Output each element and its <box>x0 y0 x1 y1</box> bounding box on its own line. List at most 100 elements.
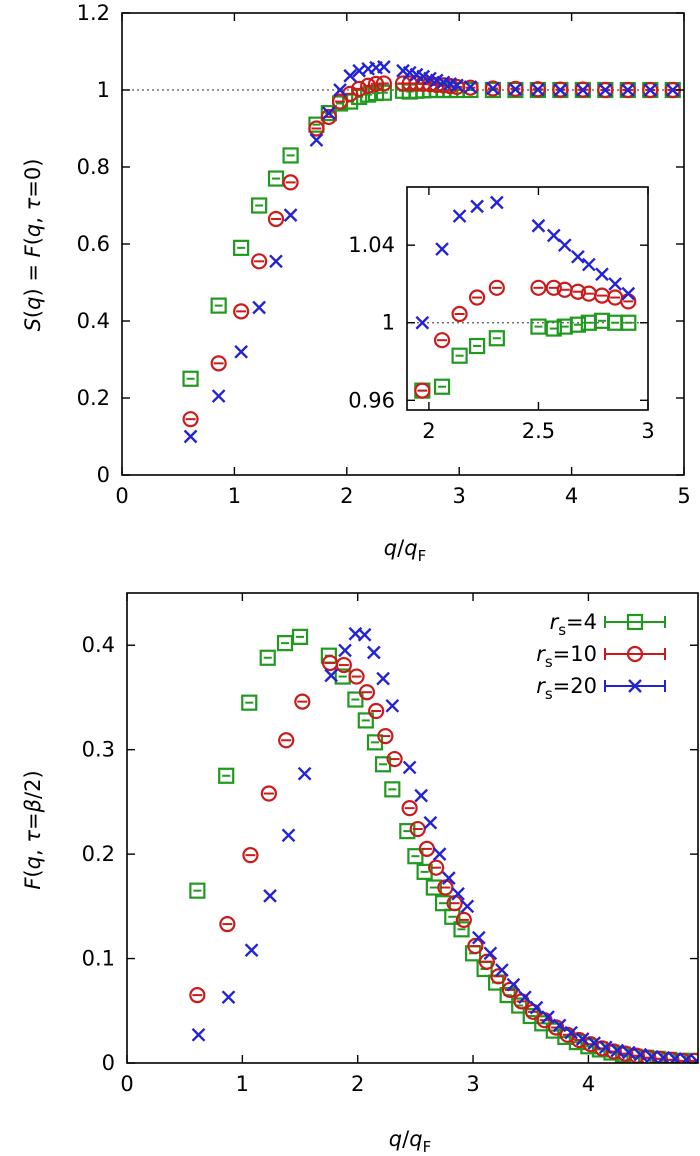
bottom-series-1-point <box>260 785 277 802</box>
bottom-series-2-point <box>460 899 475 914</box>
legend-label: rs=4 <box>550 610 597 639</box>
top-series-2-point <box>343 68 358 83</box>
inset-series-2-point <box>621 286 636 301</box>
top-series-1-point <box>267 210 285 228</box>
top-series-0-point <box>251 197 268 214</box>
bottom-series-2-point <box>541 1010 555 1024</box>
inset-series-2-point <box>531 218 546 233</box>
bottom-series-2-point <box>645 1049 659 1063</box>
top-series-2-point <box>508 82 523 97</box>
bottom-series-0-point <box>218 767 235 784</box>
inset-series-1-point <box>414 382 431 399</box>
bottom-series-2-point <box>263 889 277 903</box>
bottom-series-1-point <box>368 702 385 720</box>
bottom-series-1-point <box>294 693 311 710</box>
bottom-series-1-point <box>490 968 507 985</box>
inset-frame <box>406 186 649 411</box>
legend-label: rs=20 <box>536 674 597 703</box>
inset-series-0-point <box>433 378 451 395</box>
inset-series-0-point <box>488 330 505 347</box>
bottom-series-0-point <box>259 649 276 666</box>
legend-marker <box>628 679 642 693</box>
top-ytick-label: 0.4 <box>77 309 110 333</box>
bottom-series-2-point <box>357 627 372 642</box>
bottom-series-2-point <box>552 1018 567 1033</box>
bottom-series-2-point <box>441 871 456 885</box>
top-series-2-point <box>333 83 347 97</box>
inset-series-2-point <box>489 195 504 210</box>
bottom-series-1-point <box>348 668 365 685</box>
bottom-series-2-point <box>610 1043 625 1058</box>
legend-marker <box>626 645 644 663</box>
top-series-2-point <box>234 344 248 359</box>
inset-xtick-label: 2.5 <box>522 419 555 443</box>
bottom-series-2-point <box>471 930 486 945</box>
bottom-frame <box>126 592 699 1064</box>
top-series-1-point <box>308 120 325 137</box>
inset-series-1-point <box>469 289 486 306</box>
top-series-0-point <box>233 239 250 256</box>
legend-marker <box>626 613 644 631</box>
top-series-2-point <box>252 300 266 315</box>
inset-series-2-point <box>571 249 585 264</box>
bottom-ylabel: F(q, τ=β/2) <box>21 770 45 889</box>
bottom-series-2-point <box>402 760 417 775</box>
bottom-ytick-label: 0.2 <box>82 842 115 866</box>
bottom-series-0-point <box>384 781 401 798</box>
inset-series-2-point <box>415 315 430 330</box>
top-xtick-label: 0 <box>115 484 128 508</box>
bottom-series-1-point <box>242 847 259 864</box>
inset-ytick-label: 1.04 <box>348 233 395 257</box>
bottom-series-2-point <box>483 946 498 961</box>
bottom-series-2-point <box>598 1040 613 1055</box>
bottom-series-0-point <box>189 882 206 899</box>
bottom-series-0-point <box>291 628 309 645</box>
bottom-series-1-point <box>377 727 394 745</box>
inset-series-1-point <box>488 279 505 296</box>
top-ytick-label: 0.6 <box>77 232 110 256</box>
bottom-series-0-point <box>407 848 424 865</box>
bottom-series-2-point <box>338 643 352 658</box>
bottom-series-2-point <box>423 815 438 830</box>
top-series-2-point <box>531 82 545 97</box>
bottom-series-2-point <box>297 766 312 781</box>
top-series-0-point <box>210 297 227 314</box>
inset-series-2-point <box>557 238 572 253</box>
inset-series-2-point <box>546 228 561 243</box>
inset-series-2-point <box>608 277 622 291</box>
inset-series-0-point <box>620 314 637 331</box>
bottom-series-1-point <box>467 937 484 955</box>
bottom-series-2-point <box>191 1027 206 1042</box>
bottom-series-1-point <box>278 732 295 749</box>
bottom-series-2-point <box>621 1045 636 1060</box>
bottom-series-2-point <box>587 1036 602 1051</box>
bottom-series-2-point <box>451 886 465 901</box>
bottom-points <box>189 626 698 1063</box>
bottom-series-1-point <box>455 911 472 929</box>
bottom-series-1-point <box>401 800 418 817</box>
bottom-series-2-point <box>367 645 381 660</box>
inset-series-2-point <box>452 209 467 223</box>
bottom-series-2-point <box>689 1054 698 1063</box>
bottom-series-1-point <box>478 953 496 970</box>
bottom-series-0-point <box>357 712 374 729</box>
top-xlabel: q/qF <box>384 536 426 565</box>
top-ytick-label: 0.2 <box>77 386 110 410</box>
top-xtick-label: 1 <box>228 484 241 508</box>
top-series-2-point <box>575 83 590 97</box>
bottom-series-2-point <box>244 943 259 958</box>
top-series-0-point <box>267 170 285 187</box>
top-xtick-label: 3 <box>453 484 466 508</box>
bottom-series-2-point <box>506 977 521 992</box>
legend-label: rs=10 <box>536 642 597 671</box>
bottom-xtick-label: 3 <box>466 1072 479 1096</box>
top-series-2-point <box>377 60 391 74</box>
bottom-series-2-point <box>414 788 429 803</box>
bottom-series-2-point <box>529 1000 544 1015</box>
bottom-series-2-point <box>385 698 400 713</box>
top-series-1-point <box>251 253 268 270</box>
inset-series-2-point <box>470 199 484 214</box>
top-series-0-point <box>182 370 199 387</box>
top-series-2-point <box>309 133 324 147</box>
